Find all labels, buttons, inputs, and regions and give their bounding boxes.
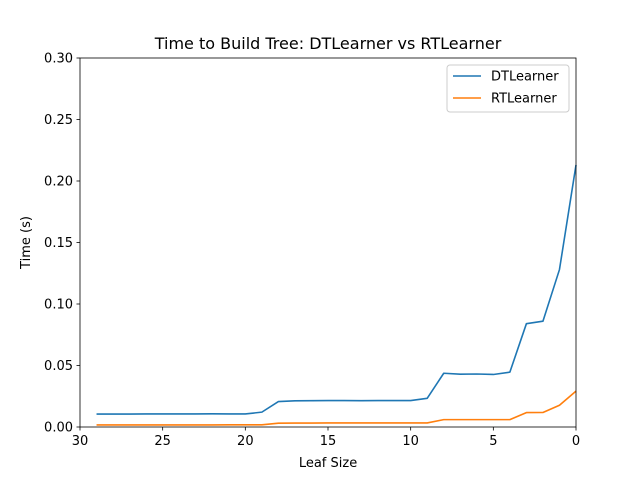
y-tick-label: 0.05 xyxy=(44,359,73,374)
plot-area xyxy=(80,58,576,427)
x-axis-label: Leaf Size xyxy=(299,456,357,471)
x-tick-label: 25 xyxy=(154,434,171,449)
series-line-rtlearner xyxy=(96,390,577,426)
x-tick-label: 15 xyxy=(320,434,337,449)
y-axis-label: Time (s) xyxy=(19,216,34,270)
y-tick-label: 0.25 xyxy=(44,113,73,128)
x-tick-label: 20 xyxy=(237,434,254,449)
legend: DTLearner RTLearner xyxy=(446,64,570,113)
x-tick-label: 10 xyxy=(402,434,419,449)
legend-label-dtlearner: DTLearner xyxy=(491,70,559,85)
y-tick-label: 0.30 xyxy=(44,52,73,67)
x-tick-label: 0 xyxy=(572,434,580,449)
axes-layer: 30 25 20 15 10 5 0 0.00 0.05 0.10 0.15 0.20 0.25 0.30 xyxy=(44,52,580,450)
y-tick-label: 0.10 xyxy=(44,298,73,313)
legend-label-rtlearner: RTLearner xyxy=(491,92,557,107)
chart-title: Time to Build Tree: DTLearner vs RTLearn… xyxy=(154,34,502,53)
series-layer xyxy=(96,164,577,426)
x-tick-label: 5 xyxy=(489,434,497,449)
x-tick-label: 30 xyxy=(72,434,89,449)
y-tick-label: 0.15 xyxy=(44,236,73,251)
series-line-dtlearner xyxy=(96,164,577,415)
y-tick-label: 0.20 xyxy=(44,175,73,190)
y-tick-label: 0.00 xyxy=(44,421,73,436)
